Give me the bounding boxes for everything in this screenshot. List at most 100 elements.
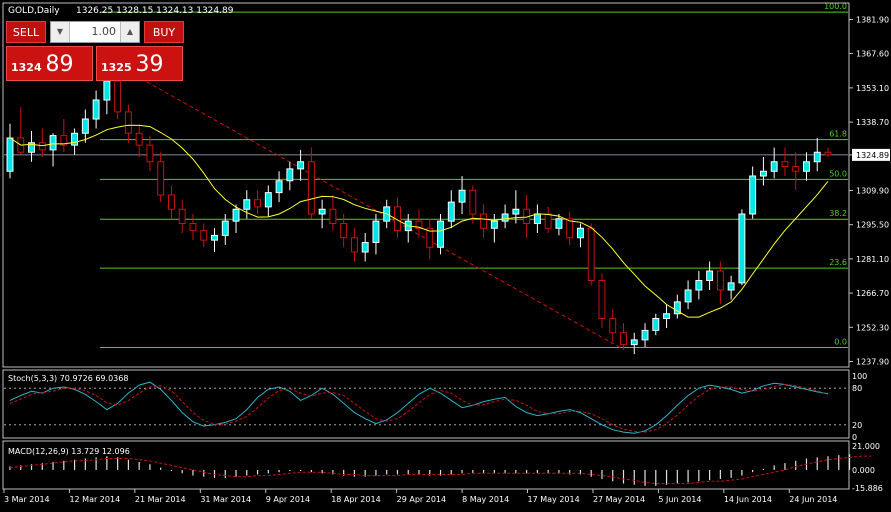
ask-quote[interactable]: 1325 39 xyxy=(96,46,183,81)
sell-button[interactable]: SELL xyxy=(6,21,46,43)
candle-body xyxy=(447,201,455,222)
candle-body xyxy=(716,270,724,291)
candle-body xyxy=(157,161,165,196)
fib-level-label: 50.0 xyxy=(829,169,847,178)
stochastic-panel xyxy=(4,381,848,434)
candle-body xyxy=(458,189,466,203)
date-axis-label: 18 Apr 2014 xyxy=(331,495,380,504)
candle-body xyxy=(803,161,810,172)
bid-quote[interactable]: 1324 89 xyxy=(6,46,93,81)
candle-body xyxy=(243,199,251,210)
candle-body xyxy=(469,189,477,215)
date-axis-label: 8 May 2014 xyxy=(462,495,509,504)
candle-body xyxy=(340,223,348,239)
macd-axis-label: 0.000 xyxy=(852,466,875,475)
candle-body xyxy=(372,220,380,243)
candle-body xyxy=(706,270,714,281)
candle-body xyxy=(437,220,444,248)
candle-body xyxy=(587,227,595,281)
candle-body xyxy=(124,111,132,134)
date-axis-label: 3 Mar 2014 xyxy=(4,495,50,504)
candle-body xyxy=(211,234,218,241)
stoch-axis-label: 100 xyxy=(852,372,867,381)
candle-body xyxy=(426,227,434,248)
candle-body xyxy=(38,142,46,151)
candle-body xyxy=(641,329,649,341)
candle-body xyxy=(103,80,111,101)
main-panel: 100.0 61.8 50.0 38.2 23.6 0.0 xyxy=(4,2,848,355)
candle-body xyxy=(673,301,681,315)
fib-level-label: 100.0 xyxy=(824,2,847,11)
date-axis-label: 27 May 2014 xyxy=(593,495,645,504)
candle-body xyxy=(630,339,638,346)
fib-level-label: 61.8 xyxy=(829,130,847,139)
candle-body xyxy=(264,192,272,208)
current-price-label: 1324.89 xyxy=(856,151,889,160)
chevron-up-icon[interactable]: ▲ xyxy=(120,22,139,42)
trade-panel-top-row: SELL ▼ 1.00 ▲ BUY xyxy=(6,20,184,44)
axes: 1381.90 1367.60 1353.10 1338.70 1324.89 1309.… xyxy=(3,15,890,504)
candle-body xyxy=(749,175,757,215)
candle-body xyxy=(555,218,563,229)
price-axis-label: 1353.10 xyxy=(856,84,889,93)
candle-body xyxy=(770,161,778,172)
date-axis-label: 17 May 2014 xyxy=(528,495,580,504)
candle-body xyxy=(92,99,100,120)
ask-price-prefix: 1325 xyxy=(101,61,132,74)
candle-body xyxy=(28,142,35,153)
macd-axis-label: -15.886 xyxy=(852,484,883,493)
date-axis-label: 12 Mar 2014 xyxy=(69,495,120,504)
bid-price-pips: 89 xyxy=(45,52,74,77)
lot-size-value[interactable]: 1.00 xyxy=(91,25,117,38)
buy-button[interactable]: BUY xyxy=(144,21,184,43)
price-axis-label: 1252.30 xyxy=(856,323,889,332)
candle-body xyxy=(781,161,789,167)
candle-body xyxy=(620,332,627,346)
date-axis-label: 29 Apr 2014 xyxy=(397,495,446,504)
candle-body xyxy=(695,280,703,291)
header-ohlc: 1326.25 1328.15 1324.13 1324.89 xyxy=(76,6,234,16)
candle-body xyxy=(759,170,767,177)
one-click-trading-panel: SELL ▼ 1.00 ▲ BUY 1324 89 1325 39 xyxy=(6,20,184,82)
macd-panel-frame xyxy=(2,440,850,490)
date-axis-label: 24 Jun 2014 xyxy=(789,495,837,504)
candle-body xyxy=(329,208,337,224)
candle-body xyxy=(189,223,197,232)
candle-body xyxy=(813,151,821,163)
candle-body xyxy=(6,137,14,172)
stoch-title: Stoch(5,3,3) 70.9726 69.0368 xyxy=(8,374,128,383)
candle-body xyxy=(307,161,315,215)
stoch-signal-line xyxy=(9,383,829,433)
stoch-axis-label: 80 xyxy=(852,384,862,393)
candle-body xyxy=(146,144,154,163)
macd-signal-line xyxy=(9,455,872,485)
price-axis-label: 1367.60 xyxy=(856,49,889,58)
date-axis-label: 31 Mar 2014 xyxy=(200,495,251,504)
fib-level-label: 38.2 xyxy=(829,209,847,218)
candle-body xyxy=(81,118,89,134)
current-price-tag xyxy=(852,148,890,161)
date-axis-label: 14 Jun 2014 xyxy=(724,495,772,504)
candle-body xyxy=(71,132,79,146)
candle-body xyxy=(178,208,186,224)
candle-body xyxy=(533,213,541,224)
ask-price: 1325 39 xyxy=(101,52,163,77)
header-symbol: GOLD,Daily xyxy=(8,6,60,16)
date-axis-label: 9 Apr 2014 xyxy=(266,495,310,504)
ask-price-pips: 39 xyxy=(135,52,164,77)
candle-body xyxy=(598,280,606,319)
candle-body xyxy=(60,135,68,146)
candle-body xyxy=(232,208,240,222)
moving-average-line xyxy=(9,124,829,318)
candle-body xyxy=(663,313,671,319)
candle-body xyxy=(200,230,208,241)
lot-size-stepper[interactable]: ▼ 1.00 ▲ xyxy=(50,21,140,43)
candle-body xyxy=(114,80,122,113)
chevron-down-icon[interactable]: ▼ xyxy=(51,22,70,42)
candle-body xyxy=(415,220,423,229)
candle-body xyxy=(684,289,692,303)
stoch-panel-frame xyxy=(2,369,850,439)
candle-body xyxy=(576,227,584,239)
